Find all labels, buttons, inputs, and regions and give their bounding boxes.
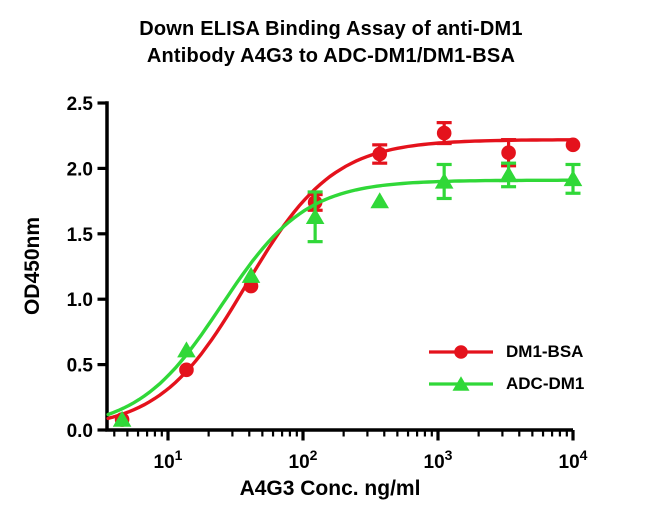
y-tick-label: 0.5: [67, 356, 94, 377]
y-tick-label: 0.0: [67, 421, 93, 442]
x-tick-label: 101: [154, 447, 183, 473]
legend-marker-shape: [452, 376, 470, 391]
legend-marker-shape: [454, 345, 468, 359]
legend-marker-adc-dm1: [429, 376, 493, 391]
data-point-marker: [372, 146, 388, 162]
y-tick-label: 2.5: [67, 94, 94, 115]
legend-item-dm1-bsa: DM1-BSA: [428, 336, 584, 368]
data-point-marker: [436, 125, 452, 141]
data-point-marker: [563, 170, 583, 187]
legend-label-adc-dm1: ADC-DM1: [506, 374, 585, 393]
data-point-marker: [499, 166, 518, 183]
x-tick-label: 104: [559, 447, 588, 473]
series-adc-dm1: [106, 161, 583, 427]
legend: DM1-BSA ADC-DM1: [428, 336, 584, 400]
data-point-marker: [370, 192, 390, 209]
x-tick-label: 103: [424, 447, 453, 473]
chart-title-line2: Antibody A4G3 to ADC-DM1/DM1-BSA: [146, 45, 516, 67]
data-point-marker: [565, 137, 581, 153]
x-axis: 101 102 103 104: [113, 430, 588, 473]
y-tick-label: 1.5: [67, 225, 94, 246]
legend-item-adc-dm1: ADC-DM1: [428, 368, 584, 400]
data-point-marker: [179, 362, 194, 378]
y-tick-label: 1.0: [67, 290, 93, 311]
y-tick-label: 2.0: [67, 159, 93, 180]
data-point-marker: [434, 172, 454, 189]
data-point-marker: [241, 266, 261, 283]
legend-label-dm1-bsa: DM1-BSA: [506, 342, 584, 361]
chart-title: Down ELISA Binding Assay of anti-DM1 Ant…: [0, 16, 650, 70]
data-point-marker: [177, 341, 196, 358]
y-axis: 0.0 0.5 1.0 1.5 2.0 2.5: [67, 94, 107, 442]
x-axis-label: A4G3 Conc. ng/ml: [239, 477, 421, 500]
data-point-marker: [501, 145, 516, 161]
data-point-marker: [112, 410, 132, 427]
chart-title-line1: Down ELISA Binding Assay of anti-DM1: [139, 18, 523, 40]
legend-marker-dm1-bsa: [429, 345, 493, 359]
x-tick-label: 102: [289, 447, 318, 473]
data-point-marker: [305, 207, 325, 224]
